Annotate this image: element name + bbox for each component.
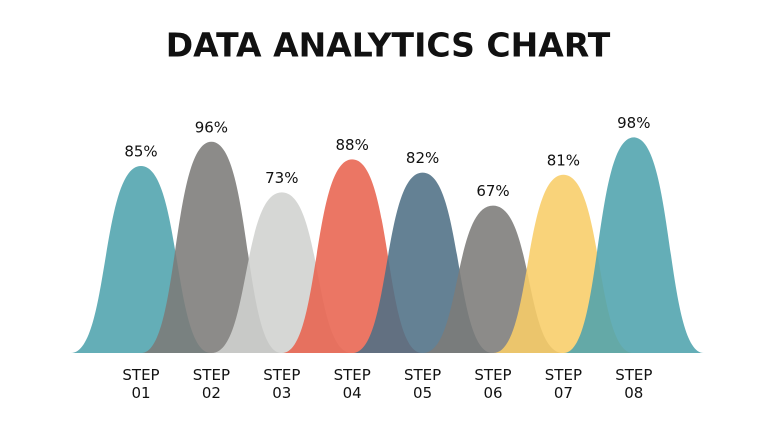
x-tick-label: STEP 02 (192, 366, 230, 402)
x-tick-label: STEP 04 (333, 366, 371, 402)
value-label: 67% (476, 182, 509, 200)
value-label: 88% (336, 136, 369, 154)
x-tick-label: STEP 03 (263, 366, 301, 402)
value-label: 82% (406, 149, 439, 167)
value-label: 96% (195, 118, 228, 136)
value-label: 81% (547, 151, 580, 169)
value-label: 85% (124, 143, 157, 161)
x-tick-label: STEP 06 (474, 366, 512, 402)
bell (563, 137, 704, 353)
x-tick-label: STEP 07 (544, 366, 582, 402)
x-tick-label: STEP 05 (403, 366, 442, 402)
value-label: 73% (265, 169, 298, 187)
chart-title: DATA ANALYTICS CHART (166, 26, 611, 65)
x-tick-label: STEP 08 (615, 366, 653, 402)
value-label: 98% (617, 114, 650, 132)
x-tick-label: STEP 01 (122, 366, 160, 402)
